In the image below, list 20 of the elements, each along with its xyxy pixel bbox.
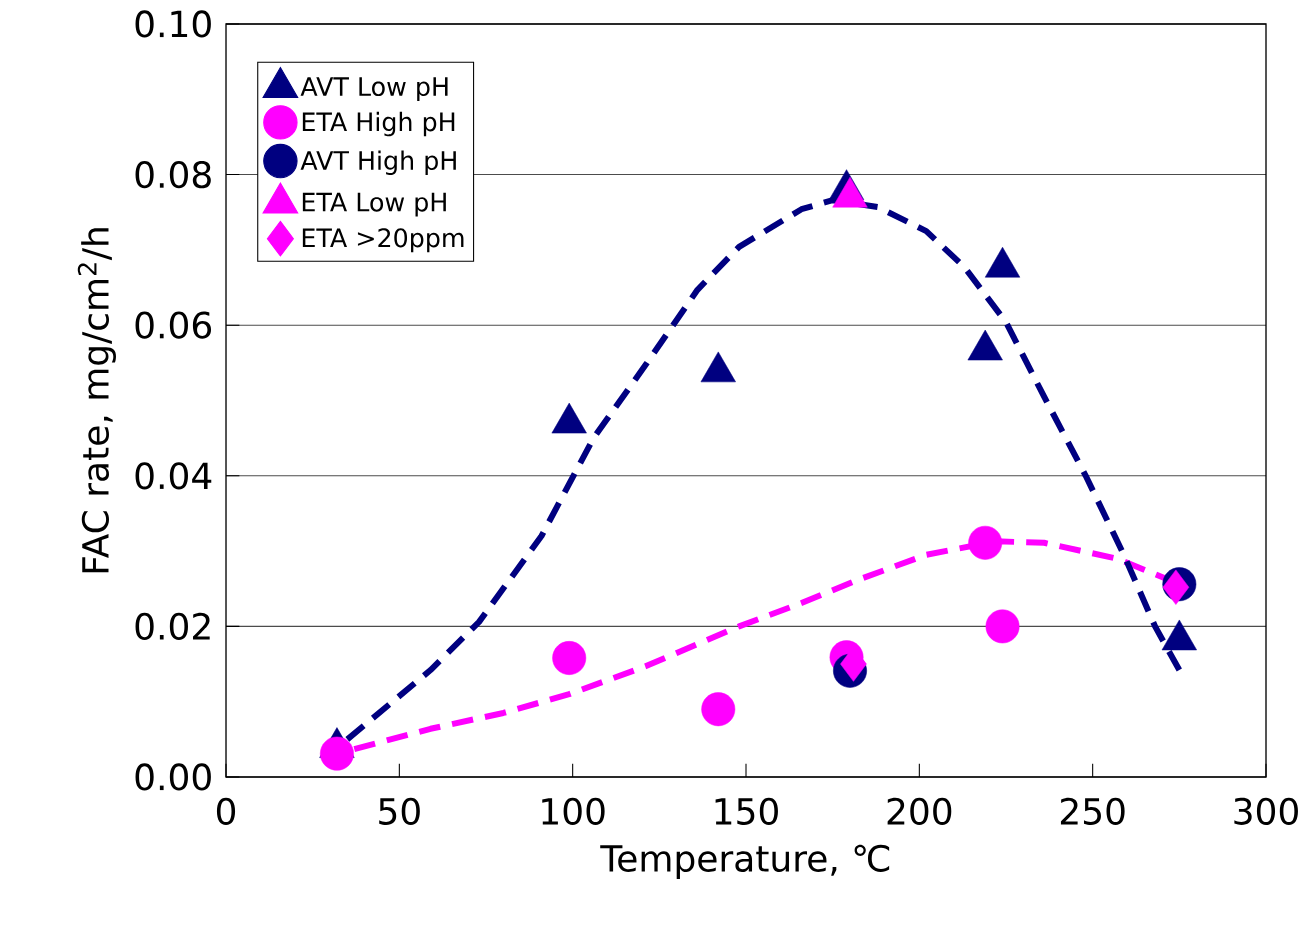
y-tick-label: 0.06: [135, 311, 212, 339]
x-tick-label: 50: [379, 797, 420, 825]
y-tick-label: 0.00: [135, 763, 211, 791]
legend-label: ETA >20ppm: [302, 228, 464, 253]
legend-label: ETA Low pH: [302, 192, 446, 217]
x-axis-title: Temperature, ℃: [600, 844, 890, 879]
y-tick-label: 0.02: [135, 612, 210, 640]
y-tick-label: 0.08: [135, 160, 211, 189]
x-tick-label: 150: [715, 797, 778, 825]
y-axis-title: FAC rate, mg/cm$^{2}$/h: [77, 228, 116, 573]
x-tick-label: 250: [1060, 797, 1125, 825]
y-tick-label: 0.10: [135, 10, 211, 38]
legend-label: AVT High pH: [300, 150, 456, 175]
y-tick-label: 0.04: [135, 462, 212, 490]
x-tick-label: 200: [887, 797, 952, 825]
legend-label: ETA High pH: [302, 111, 455, 137]
x-tick-label: 300: [1234, 797, 1298, 825]
legend-label: AVT Low pH: [300, 77, 448, 102]
x-tick-label: 0: [216, 797, 236, 825]
x-tick-label: 100: [542, 797, 605, 825]
